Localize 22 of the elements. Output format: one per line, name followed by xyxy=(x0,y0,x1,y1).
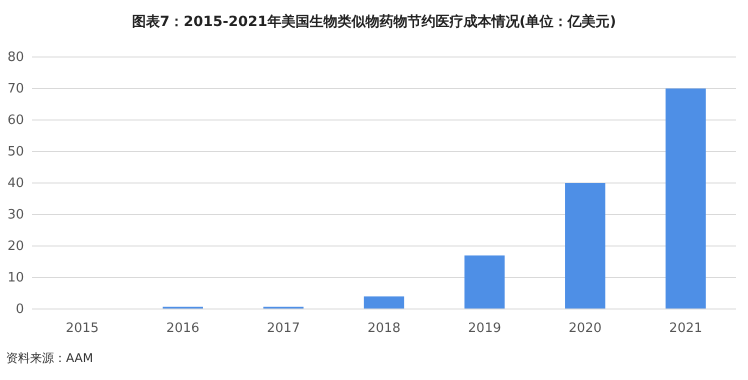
y-tick-label: 70 xyxy=(7,82,24,97)
y-tick-label: 40 xyxy=(7,176,24,192)
y-tick-label: 10 xyxy=(7,270,24,286)
x-tick-label: 2016 xyxy=(166,321,200,336)
bar xyxy=(666,88,706,309)
y-tick-label: 0 xyxy=(16,302,24,318)
chart-title: 图表7：2015-2021年美国生物类似物药物节约医疗成本情况(单位：亿美元) xyxy=(132,13,616,30)
x-tick-label: 2021 xyxy=(669,321,702,336)
bar xyxy=(565,183,606,309)
y-tick-label: 30 xyxy=(7,208,24,223)
x-tick-label: 2019 xyxy=(468,321,502,336)
text: 资料来源：AAM xyxy=(6,351,94,365)
x-tick-label: 2020 xyxy=(568,321,602,336)
x-tick-label: 2018 xyxy=(367,321,401,336)
y-tick-label: 20 xyxy=(7,239,24,254)
bar xyxy=(464,255,505,309)
y-tick-label: 80 xyxy=(7,50,24,66)
bar xyxy=(364,296,404,309)
y-tick-label: 60 xyxy=(7,113,24,128)
x-tick-label: 2017 xyxy=(266,321,300,336)
y-tick-label: 50 xyxy=(7,144,24,160)
x-tick-label: 2015 xyxy=(66,321,99,336)
